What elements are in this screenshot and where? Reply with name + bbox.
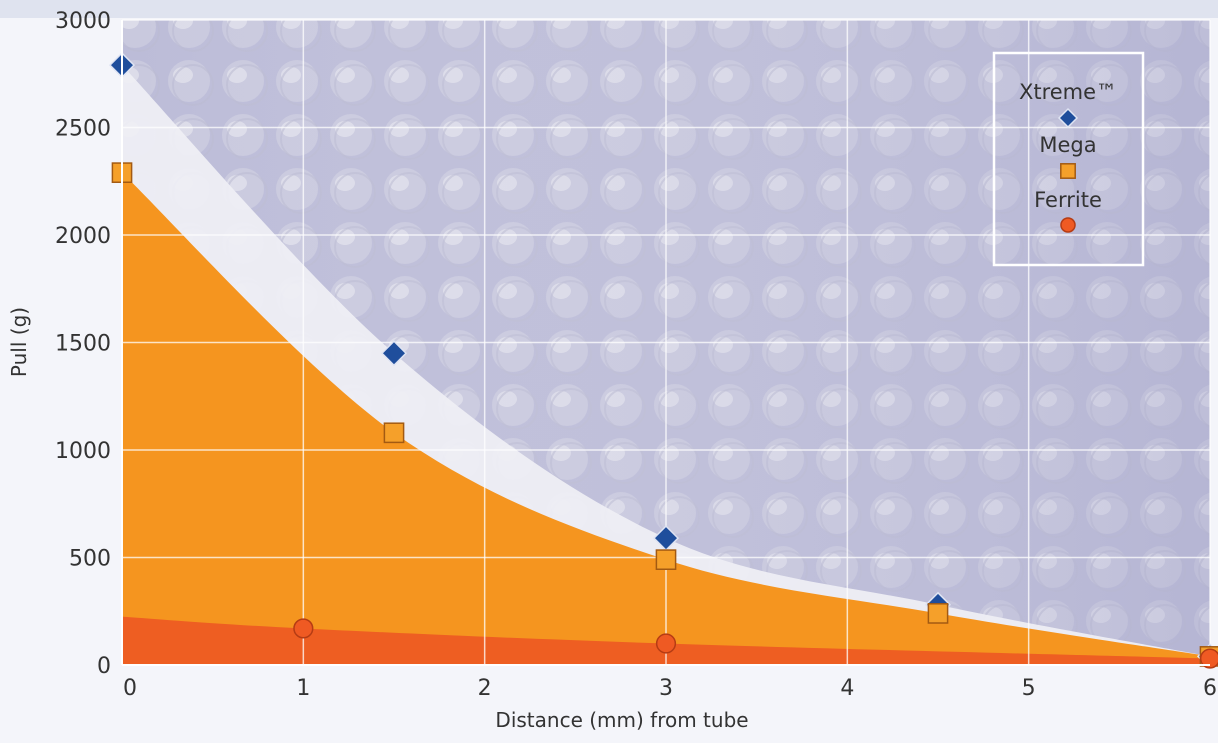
x-tick-label-5: 5: [1022, 676, 1036, 701]
x-tick-label-3: 3: [659, 676, 673, 701]
series-markers: [108, 52, 1218, 670]
marker-mega-3: [927, 603, 949, 624]
marker-ferrite-1: [655, 633, 677, 654]
y-tick-label-0: 0: [97, 654, 111, 679]
x-tick-label-2: 2: [478, 676, 492, 701]
legend-marker-xtreme: [1057, 107, 1079, 129]
y-tick-label-2000: 2000: [55, 224, 111, 249]
legend: Xtreme™ Mega Ferrite: [992, 51, 1145, 267]
y-tick-label-500: 500: [69, 547, 111, 572]
legend-marker-ferrite: [1060, 217, 1076, 233]
y-tick-label-3000: 3000: [55, 9, 111, 34]
legend-marker-mega: [1060, 163, 1076, 179]
marker-mega-2: [655, 549, 677, 570]
legend-markers: [1057, 107, 1079, 233]
x-tick-label-0: 0: [123, 676, 137, 701]
x-tick-label-4: 4: [840, 676, 854, 701]
area-ferrite: [122, 616, 1210, 665]
y-tick-label-1000: 1000: [55, 439, 111, 464]
y-tick-label-2500: 2500: [55, 117, 111, 142]
legend-box: [992, 51, 1145, 267]
y-tick-label-1500: 1500: [55, 332, 111, 357]
x-tick-labels: 0 1 2 3 4 5 6: [123, 676, 1217, 701]
marker-ferrite-0: [293, 618, 314, 639]
marker-ferrite-2: [1199, 648, 1218, 669]
x-tick-label-1: 1: [296, 676, 310, 701]
y-tick-labels: 0 500 1000 1500 2000 2500 3000: [55, 9, 111, 679]
legend-label-ferrite: Ferrite: [1034, 188, 1102, 212]
marker-mega-1: [383, 422, 405, 444]
legend-label-mega: Mega: [1039, 133, 1096, 157]
legend-label-xtreme: Xtreme™: [1019, 80, 1117, 104]
area-mega: [122, 172, 1210, 665]
marker-xtreme-1: [380, 340, 408, 367]
top-band: [0, 0, 1218, 18]
x-axis-title: Distance (mm) from tube: [495, 708, 748, 732]
series-areas: [122, 65, 1210, 665]
x-tick-label-6: 6: [1203, 676, 1217, 701]
y-axis-title: Pull (g): [7, 307, 31, 377]
